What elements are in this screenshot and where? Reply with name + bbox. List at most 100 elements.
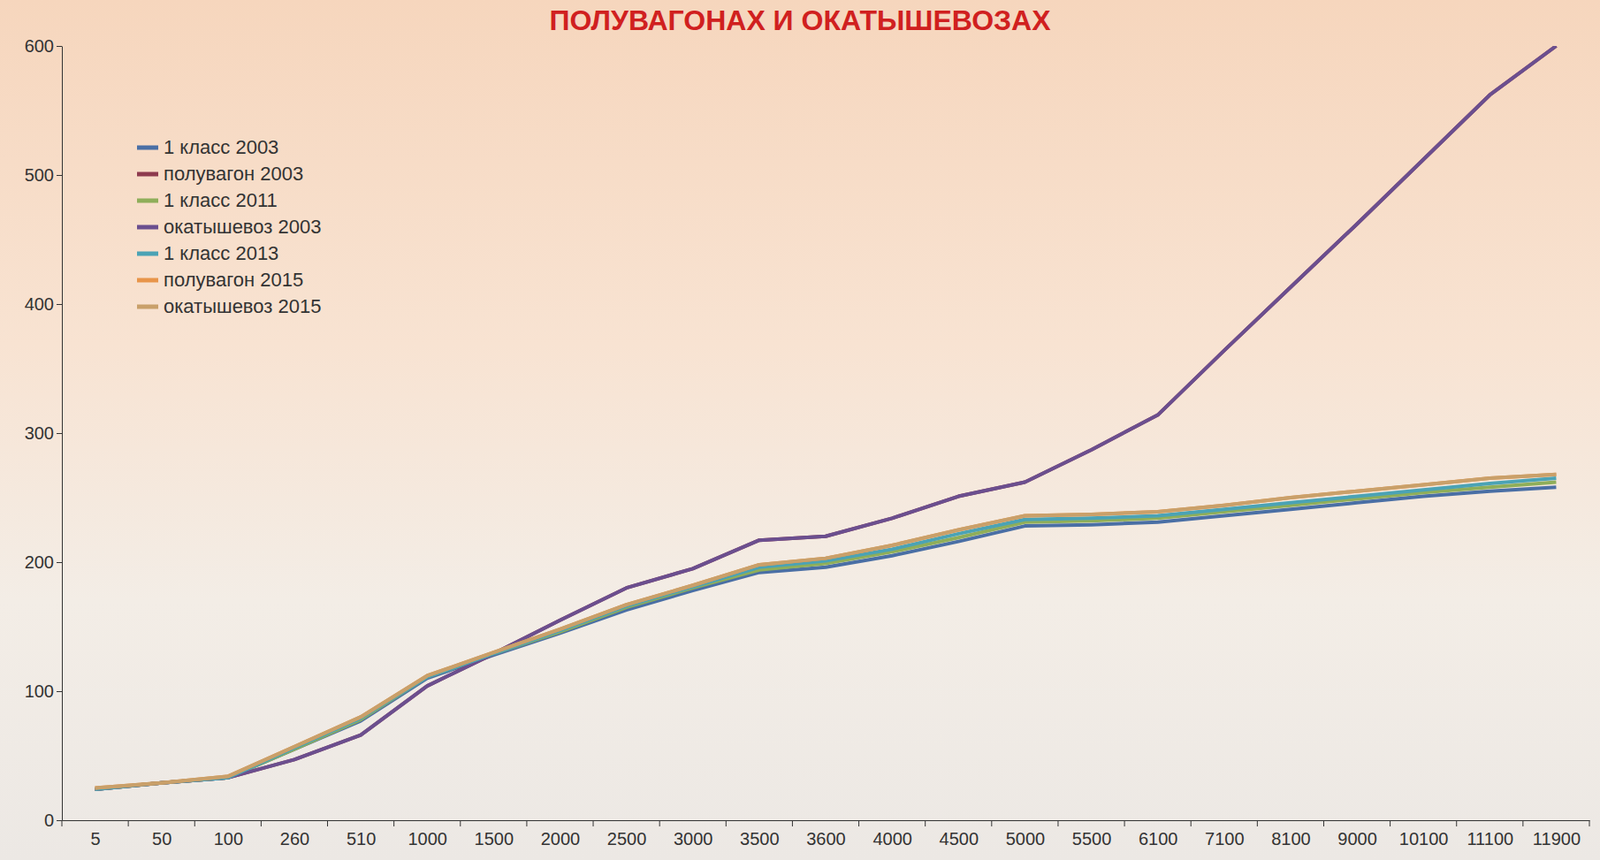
legend-item: полувагон 2003 [137, 162, 304, 185]
x-tick-label: 9000 [1337, 829, 1378, 849]
x-separator [393, 820, 395, 827]
x-separator [1124, 820, 1126, 827]
legend-swatch [137, 172, 159, 177]
x-separator [725, 820, 727, 827]
legend-label: 1 класс 2013 [163, 242, 279, 265]
x-tick-label: 260 [280, 829, 310, 849]
title: ПОЛУВАГОНАХ И ОКАТЫШЕВОЗАХ [548, 4, 1052, 37]
y-tick: 400 [24, 294, 62, 314]
x-separator [194, 820, 196, 827]
legend-swatch [137, 145, 159, 151]
x-separator [1389, 820, 1391, 827]
x-tick: 3000 [673, 829, 714, 849]
y-tick: 200 [24, 552, 62, 572]
x-separator [659, 820, 661, 827]
x-tick-label: 100 [213, 829, 244, 849]
x-tick: 8100 [1271, 829, 1311, 849]
series-line [95, 474, 1557, 789]
y-tick: 0 [44, 810, 62, 831]
series-line [95, 478, 1557, 790]
y-tick-label: 300 [24, 423, 54, 443]
x-separator [1057, 820, 1059, 827]
x-separator [593, 820, 595, 827]
lines [95, 45, 1557, 790]
legend-label: полувагон 2003 [163, 162, 304, 185]
x-tick-label: 7100 [1204, 829, 1245, 849]
y-tick-label: 100 [24, 681, 54, 701]
legend-swatch [137, 198, 159, 204]
legend-swatch [137, 251, 159, 257]
x-separator [128, 820, 130, 827]
x-tick-label: 50 [152, 829, 172, 849]
chart: ПОЛУВАГОНАХ И ОКАТЫШЕВОЗАХ 0 100 200 300 400 5… [0, 0, 1600, 860]
series-line [95, 45, 1557, 790]
x-tick: 3600 [806, 829, 846, 849]
x-tick-label: 10100 [1399, 829, 1449, 849]
y-tick-label: 600 [24, 36, 54, 56]
legend-label: 1 класс 2003 [163, 136, 279, 159]
legend-label: окатышевоз 2015 [163, 295, 321, 318]
legend-label: полувагон 2015 [163, 268, 304, 291]
y-tick-label: 0 [44, 810, 54, 831]
x-tick: 5 [91, 829, 101, 849]
x-tick: 3500 [739, 829, 780, 849]
y-tick: 600 [24, 36, 62, 56]
x-separator [990, 820, 992, 827]
y-tick: 500 [24, 165, 62, 185]
y-tick-mark [56, 562, 62, 564]
x-separator [792, 820, 793, 827]
x-tick-label: 4000 [872, 829, 912, 849]
x-tick: 260 [280, 829, 310, 849]
x-separator [1455, 820, 1457, 827]
x-separator [1323, 820, 1325, 827]
x-tick-label: 11100 [1466, 829, 1514, 849]
x-separator [525, 820, 527, 827]
y-tick-label: 400 [24, 294, 54, 314]
legend-item: окатышевоз 2003 [137, 215, 321, 238]
legend-item: окатышевоз 2015 [137, 295, 321, 318]
x-axis-line [62, 820, 1591, 822]
x-tick: 1500 [474, 829, 515, 849]
x-tick-label: 5500 [1072, 829, 1113, 849]
y-tick-mark [56, 691, 62, 693]
x-tick-label: 2000 [540, 829, 581, 849]
x-separator [61, 820, 63, 827]
x-tick-label: 3500 [739, 829, 780, 849]
x-separator [858, 820, 860, 827]
x-tick-label: 5000 [1005, 829, 1046, 849]
x-tick: 9000 [1337, 829, 1378, 849]
series-line [95, 481, 1557, 789]
x-tick: 5500 [1072, 829, 1113, 849]
x-tick-label: 510 [346, 829, 376, 849]
x-tick: 11100 [1466, 829, 1514, 849]
x-separator [260, 820, 262, 827]
x-separator [1257, 820, 1258, 827]
x-tick-label: 8100 [1271, 829, 1311, 849]
x-tick-label: 2500 [607, 829, 648, 849]
x-tick: 4500 [939, 829, 980, 849]
x-tick: 100 [213, 829, 244, 849]
x-tick-label: 5 [91, 829, 101, 849]
x-tick-label: 6100 [1138, 829, 1179, 849]
legend-swatch [137, 225, 159, 230]
x-tick-label: 11900 [1532, 829, 1581, 849]
x-tick: 10100 [1399, 829, 1449, 849]
legend-item: 1 класс 2013 [137, 242, 279, 265]
x-tick: 2500 [607, 829, 648, 849]
x-tick-label: 1500 [474, 829, 515, 849]
x-separator [1190, 820, 1192, 827]
legend-swatch [137, 304, 159, 310]
y-axis: 0 100 200 300 400 500 600 [24, 36, 63, 831]
x-separator [327, 820, 328, 827]
x-tick: 2000 [540, 829, 581, 849]
x-tick-label: 4500 [939, 829, 980, 849]
x-separator [1589, 820, 1591, 827]
y-tick: 300 [24, 423, 62, 443]
x-tick: 4000 [872, 829, 912, 849]
legend-item: 1 класс 2011 [137, 189, 278, 212]
legend: 1 класс 2003 полувагон 2003 1 класс 2011 ок… [137, 136, 321, 318]
y-tick-mark [56, 304, 62, 305]
legend-item: полувагон 2015 [137, 268, 304, 291]
y-tick-mark [56, 820, 62, 822]
y-axis-line [61, 46, 63, 822]
